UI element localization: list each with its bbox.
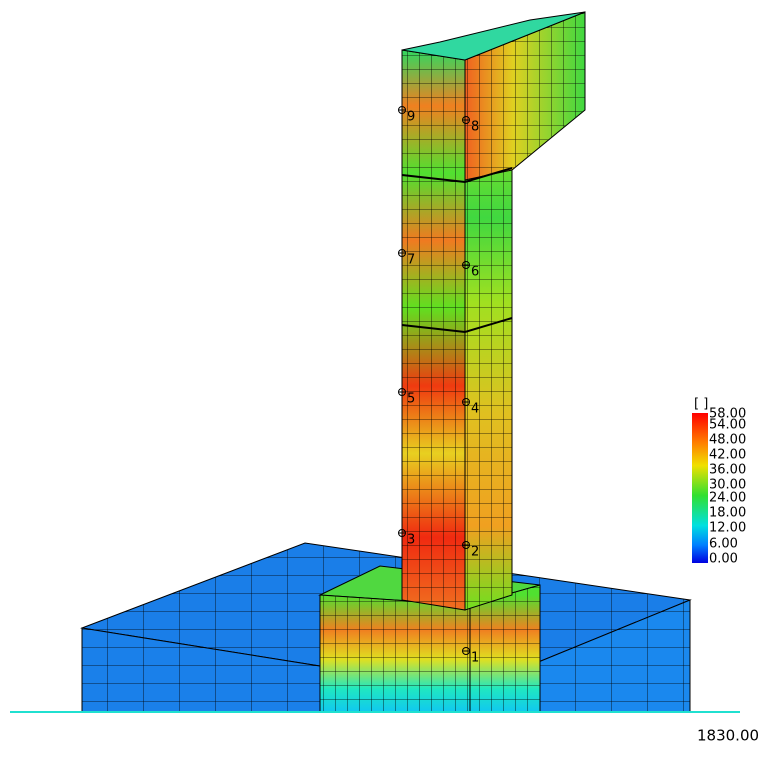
time-label: 1830.00 xyxy=(697,727,759,745)
legend-label: 12.00 xyxy=(709,521,746,536)
legend-unit: [ ] xyxy=(694,397,708,412)
legend-label: 30.00 xyxy=(709,478,746,493)
point-label: 3 xyxy=(407,533,415,548)
legend-colorbar xyxy=(692,413,708,563)
point-label: 2 xyxy=(471,545,479,560)
legend-label: 6.00 xyxy=(709,537,738,552)
point-label: 1 xyxy=(471,651,479,666)
point-label: 5 xyxy=(407,392,415,407)
legend-label: 58.00 xyxy=(709,407,746,422)
legend-label: 24.00 xyxy=(709,491,746,506)
legend-label: 36.00 xyxy=(709,463,746,478)
legend-label: 18.00 xyxy=(709,506,746,521)
legend-label: 42.00 xyxy=(709,448,746,463)
point-label: 8 xyxy=(471,120,479,135)
point-label: 9 xyxy=(407,110,415,125)
point-label: 6 xyxy=(471,265,479,280)
legend-label: 0.00 xyxy=(709,552,738,567)
legend-label: 48.00 xyxy=(709,433,746,448)
model xyxy=(80,11,692,713)
legend-label: 54.00 xyxy=(709,418,746,433)
point-label: 7 xyxy=(407,253,415,268)
point-label: 4 xyxy=(471,402,479,417)
